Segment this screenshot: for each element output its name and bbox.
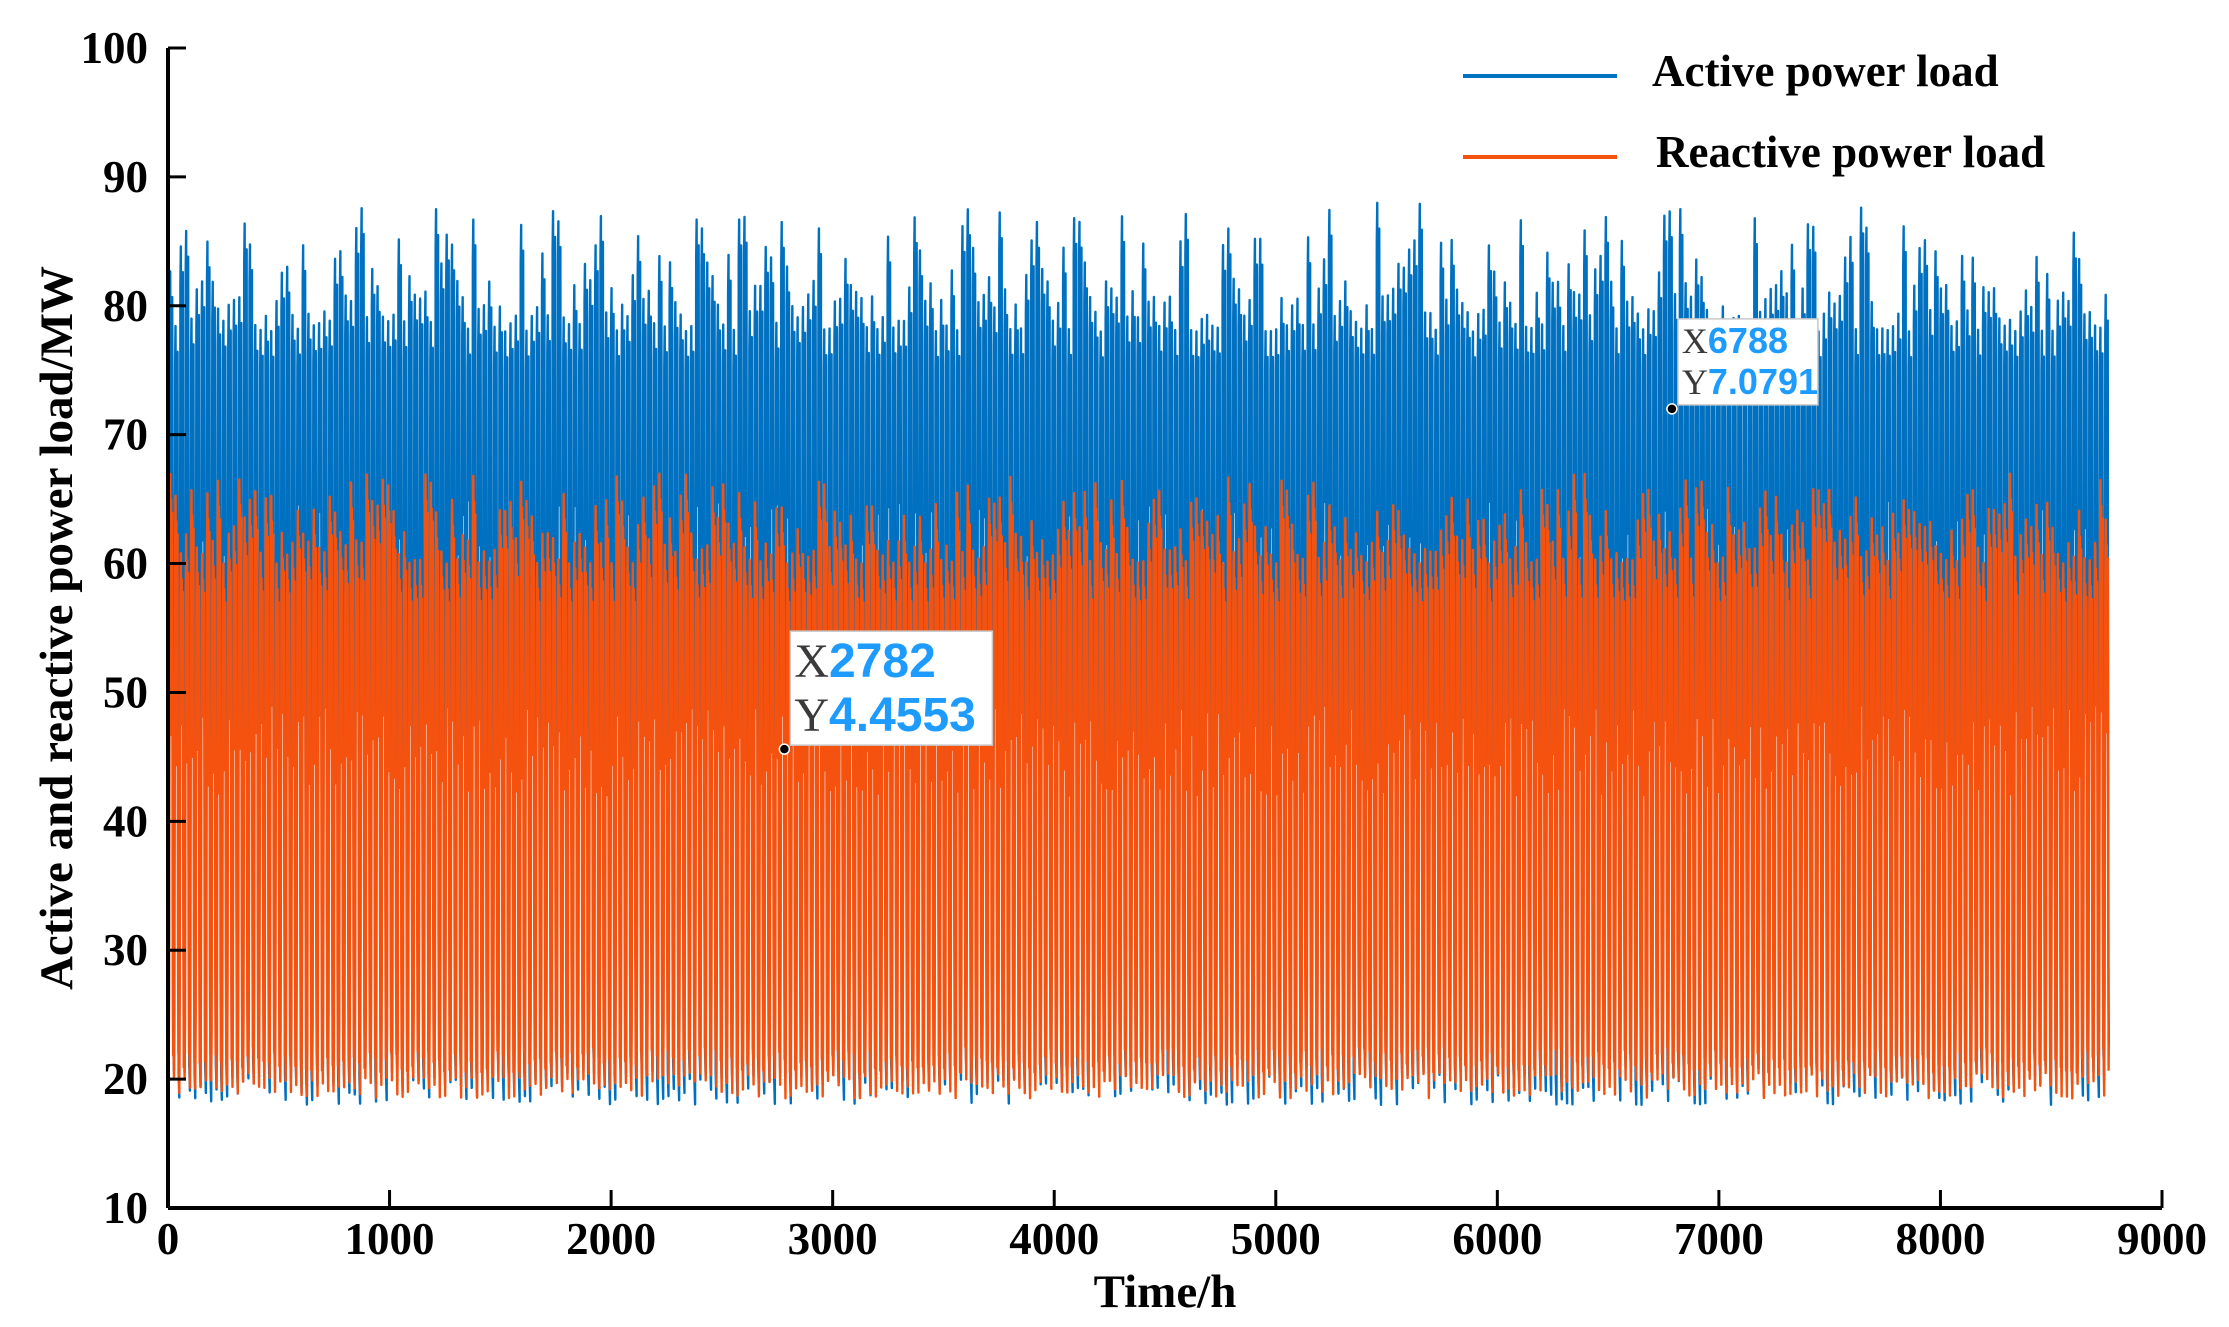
y-tick-label: 70 [103, 410, 148, 460]
legend-label-active: Active power load [1652, 46, 1999, 96]
x-tick-label: 4000 [1009, 1214, 1099, 1264]
datatip-box [1677, 318, 1819, 406]
y-tick-label: 40 [103, 796, 148, 846]
y-axis-title: Active and reactive power load/MW [31, 266, 83, 990]
datatip-x-row: X6788 [1682, 320, 1788, 361]
x-tick-label: 7000 [1674, 1214, 1764, 1264]
datatip-x-label: X [794, 635, 829, 688]
y-tick-label: 30 [103, 925, 148, 975]
x-tick-label: 3000 [788, 1214, 878, 1264]
plot-area [166, 201, 2111, 1107]
datatip-y-label: Y [1682, 362, 1708, 402]
legend: Active power load Reactive power load [1463, 46, 2045, 177]
datatip-x-value: 2782 [829, 635, 936, 688]
x-tick-label: 9000 [2117, 1214, 2207, 1264]
datatip-y-value: 4.4553 [829, 689, 976, 742]
x-tick-label: 5000 [1231, 1214, 1321, 1264]
datatip-y-row: Y7.0791 [1682, 361, 1818, 402]
y-tick-label: 60 [103, 539, 148, 589]
legend-label-reactive: Reactive power load [1656, 127, 2045, 177]
y-tick-label: 90 [103, 152, 148, 202]
y-tick-label: 80 [103, 281, 148, 331]
datatip-marker [1666, 403, 1678, 415]
datatip-marker [778, 743, 791, 755]
datatip-y-label: Y [794, 689, 829, 742]
y-tick-label: 100 [81, 23, 149, 73]
x-axis-title: Time/h [1094, 1266, 1237, 1318]
series-line-reactive [166, 472, 2111, 1100]
y-tick-label: 10 [103, 1183, 148, 1233]
datatip-y-value: 7.0791 [1708, 361, 1818, 402]
y-tick-label: 20 [103, 1054, 148, 1104]
datatip-x-row: X2782 [794, 635, 935, 688]
datatip-x-label: X [1682, 321, 1708, 361]
x-tick-label: 1000 [345, 1214, 435, 1264]
datatip-x-value: 6788 [1708, 320, 1788, 361]
y-tick-label: 50 [103, 667, 148, 717]
datatip-y-row: Y4.4553 [794, 689, 975, 742]
axes: 0 1000 2000 3000 4000 5000 6000 7000 8000 9000 10 2… [31, 23, 2207, 1318]
datatip-box [789, 630, 994, 746]
x-tick-label: 6000 [1452, 1214, 1542, 1264]
x-tick-label: 8000 [1895, 1214, 1985, 1264]
x-tick-label: 0 [157, 1214, 180, 1264]
x-tick-label: 2000 [566, 1214, 656, 1264]
